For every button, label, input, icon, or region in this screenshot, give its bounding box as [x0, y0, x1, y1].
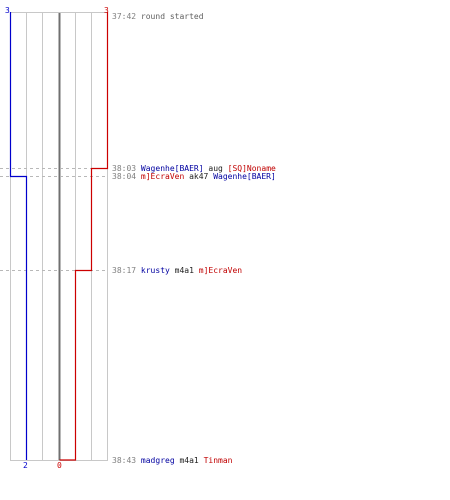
- weapon-name: aug: [208, 164, 223, 173]
- victim-name: Tinman: [203, 456, 233, 465]
- killer-name: madgreg: [140, 456, 175, 465]
- victim-name: [SQ]Noname: [227, 164, 276, 173]
- blue-team-line: [9, 12, 28, 460]
- killer-name: Wagenhe[BAER]: [140, 164, 204, 173]
- event-time: 38:17: [112, 266, 137, 275]
- weapon-name: m4a1: [179, 456, 199, 465]
- kill-entry: 38:04 m]EcraVen ak47 Wagenhe[BAER]: [112, 172, 276, 181]
- weapon-name: m4a1: [174, 266, 194, 275]
- event-time: 38:03: [112, 164, 137, 173]
- kill-entry: 38:43 madgreg m4a1 Tinman: [112, 456, 232, 465]
- blue-start-count: 3: [5, 6, 10, 15]
- event-time: 37:42: [112, 12, 137, 21]
- killer-name: krusty: [140, 266, 170, 275]
- event-time: 38:04: [112, 172, 137, 181]
- round-start-entry: 37:42 round started: [112, 12, 204, 21]
- kill-entry: 38:03 Wagenhe[BAER] aug [SQ]Noname: [112, 164, 276, 173]
- red-team-line: [59, 12, 109, 461]
- kill-entry: 38:17 krusty m4a1 m]EcraVen: [112, 266, 242, 275]
- weapon-name: ak47: [189, 172, 209, 181]
- red-end-count: 0: [57, 461, 62, 470]
- round-start-text: round started: [140, 12, 204, 21]
- red-start-count: 3: [104, 6, 109, 15]
- killer-name: m]EcraVen: [140, 172, 185, 181]
- event-time: 38:43: [112, 456, 137, 465]
- blue-end-count: 2: [23, 461, 28, 470]
- victim-name: Wagenhe[BAER]: [213, 172, 276, 181]
- victim-name: m]EcraVen: [198, 266, 243, 275]
